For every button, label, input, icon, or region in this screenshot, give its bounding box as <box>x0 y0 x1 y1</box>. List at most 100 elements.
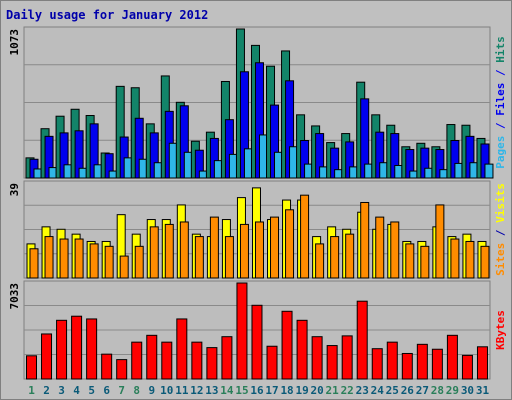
bottom-bar-kbytes-day-29 <box>446 334 458 380</box>
top-y-max-label: 1073 <box>8 29 21 56</box>
day-label-24: 24 <box>371 384 385 397</box>
middle-bar-sites-day-25 <box>390 221 400 279</box>
day-label-26: 26 <box>401 384 415 397</box>
bottom-bar-kbytes-day-5 <box>86 318 98 380</box>
bottom-bar-kbytes-day-25 <box>386 341 398 380</box>
day-label-10: 10 <box>160 384 173 397</box>
day-label-4: 4 <box>73 384 80 397</box>
middle-bars <box>26 187 490 279</box>
day-label-1: 1 <box>28 384 35 397</box>
day-label-3: 3 <box>58 384 65 397</box>
day-label-22: 22 <box>341 384 354 397</box>
bottom-bar-kbytes-day-19 <box>296 319 308 380</box>
day-label-18: 18 <box>280 384 293 397</box>
bottom-bar-kbytes-day-20 <box>311 336 323 380</box>
day-label-30: 30 <box>461 384 474 397</box>
panel-top: 1073 Pages / Files / Hits <box>8 26 507 179</box>
panel-middle: 39 Sites / Visits <box>8 180 507 279</box>
middle-series-label-part: Visits <box>494 183 507 223</box>
middle-bar-sites-day-21 <box>330 236 340 279</box>
top-series-label-part: Hits <box>494 36 507 63</box>
bottom-y-max-label: 7033 <box>8 283 21 310</box>
middle-bar-sites-day-10 <box>164 223 174 279</box>
middle-bar-sites-day-14 <box>224 236 234 279</box>
bottom-bar-kbytes-day-27 <box>416 343 428 380</box>
day-label-16: 16 <box>250 384 264 397</box>
day-label-20: 20 <box>311 384 324 397</box>
bottom-bar-kbytes-day-24 <box>371 348 383 380</box>
day-label-13: 13 <box>205 384 218 397</box>
bottom-bar-kbytes-day-23 <box>356 300 368 380</box>
panel-bottom: 7033 KBytes <box>8 280 507 380</box>
bottom-bar-kbytes-day-4 <box>71 315 83 380</box>
middle-series-label-part: Sites <box>494 243 507 276</box>
middle-bar-sites-day-24 <box>375 216 385 279</box>
bottom-bar-kbytes-day-15 <box>236 282 248 380</box>
bottom-bar-kbytes-day-6 <box>101 353 113 380</box>
middle-bar-sites-day-29 <box>450 238 460 279</box>
top-series-label-part: Pages <box>494 136 507 169</box>
bottom-bar-kbytes-day-7 <box>116 359 128 380</box>
bottom-series-label: KBytes <box>494 310 507 350</box>
middle-bar-sites-day-27 <box>420 245 430 279</box>
bottom-bar-kbytes-day-9 <box>146 334 158 380</box>
day-label-21: 21 <box>326 384 340 397</box>
middle-bar-sites-day-4 <box>74 238 84 279</box>
bottom-bar-kbytes-day-12 <box>191 341 203 380</box>
bottom-bar-kbytes-day-17 <box>266 345 278 380</box>
day-label-19: 19 <box>295 384 308 397</box>
bottom-bar-kbytes-day-28 <box>431 348 443 380</box>
bottom-bar-kbytes-day-16 <box>251 304 263 380</box>
day-label-27: 27 <box>416 384 429 397</box>
day-label-12: 12 <box>190 384 203 397</box>
middle-bar-sites-day-11 <box>179 221 189 279</box>
bottom-bar-kbytes-day-21 <box>326 345 338 380</box>
bottom-bar-kbytes-day-14 <box>221 336 233 380</box>
middle-bar-sites-day-3 <box>59 238 69 279</box>
middle-series-label: Sites / Visits <box>494 183 507 276</box>
bottom-bar-kbytes-day-1 <box>26 355 37 380</box>
top-series-label-part: Files <box>494 83 507 116</box>
day-label-15: 15 <box>235 384 248 397</box>
day-label-5: 5 <box>88 384 95 397</box>
bottom-bar-kbytes-day-13 <box>206 347 218 380</box>
bottom-bar-kbytes-day-26 <box>401 352 413 380</box>
top-series-label: Pages / Files / Hits <box>494 36 507 169</box>
top-bar-pages-day-31 <box>484 163 494 179</box>
middle-bar-sites-day-19 <box>300 194 310 279</box>
day-label-11: 11 <box>175 384 189 397</box>
top-series-label-part: / <box>494 116 507 136</box>
middle-bar-sites-day-1 <box>29 248 39 279</box>
middle-bar-sites-day-2 <box>44 236 54 279</box>
middle-bar-sites-day-26 <box>405 243 415 279</box>
middle-bar-sites-day-31 <box>480 245 490 279</box>
bottom-bar-kbytes-day-18 <box>281 310 293 380</box>
middle-bar-sites-day-8 <box>134 245 144 279</box>
day-label-6: 6 <box>103 384 110 397</box>
bottom-bar-kbytes-day-11 <box>176 318 188 380</box>
bottom-bar-kbytes-day-2 <box>41 333 53 380</box>
day-label-14: 14 <box>220 384 234 397</box>
bottom-bar-kbytes-day-10 <box>161 341 173 380</box>
day-label-17: 17 <box>265 384 278 397</box>
bottom-bar-kbytes-day-8 <box>131 341 143 380</box>
top-series-label-part: / <box>494 63 507 83</box>
middle-bar-sites-day-13 <box>209 216 219 279</box>
day-label-8: 8 <box>133 384 140 397</box>
chart-title: Daily usage for January 2012 <box>6 8 208 22</box>
middle-bar-sites-day-22 <box>345 233 355 279</box>
day-label-31: 31 <box>476 384 490 397</box>
middle-bar-sites-day-20 <box>315 243 325 279</box>
top-bars <box>25 28 494 179</box>
middle-bar-sites-day-17 <box>270 216 280 279</box>
middle-bar-sites-day-23 <box>360 201 370 279</box>
middle-bar-sites-day-5 <box>89 243 99 279</box>
middle-bar-sites-day-7 <box>119 255 129 279</box>
middle-bar-sites-day-28 <box>435 204 445 279</box>
middle-bar-sites-day-9 <box>149 226 159 279</box>
middle-bar-sites-day-16 <box>254 221 264 279</box>
bottom-bar-kbytes-day-30 <box>461 354 473 380</box>
day-label-28: 28 <box>431 384 444 397</box>
bottom-series-label-part: KBytes <box>494 310 507 350</box>
